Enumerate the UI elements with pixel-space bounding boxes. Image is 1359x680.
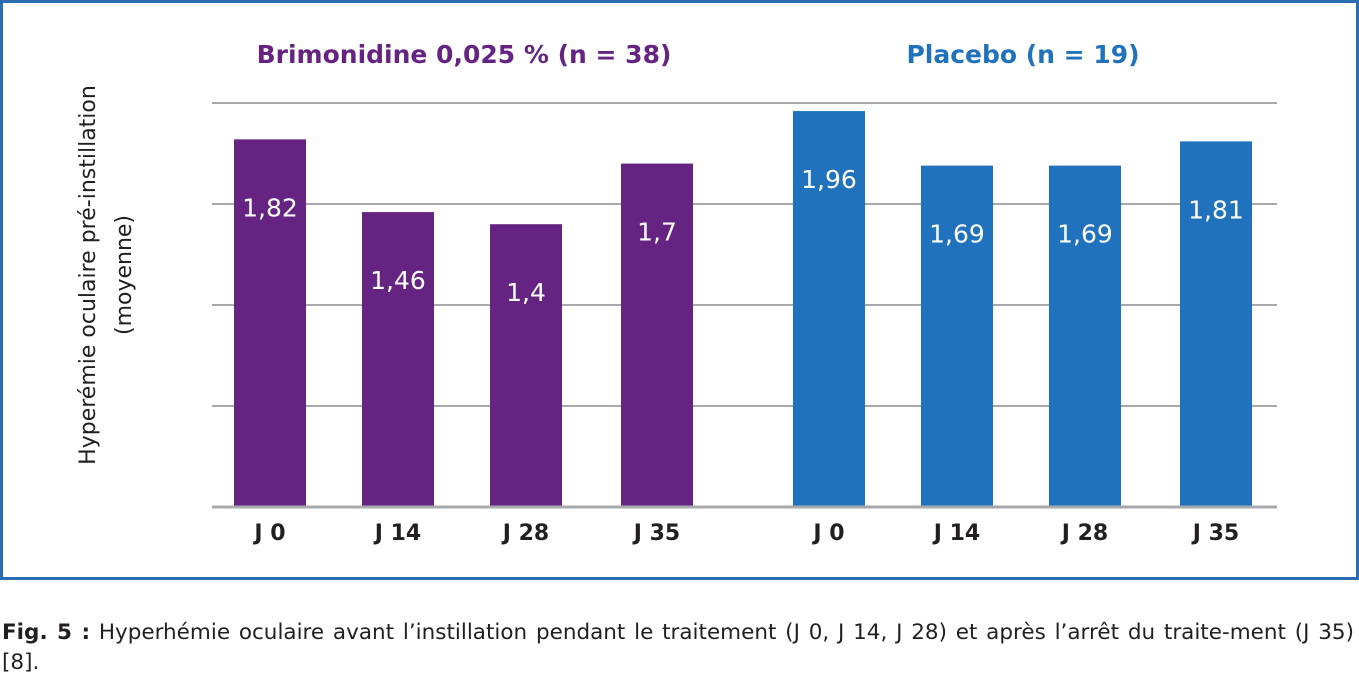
x-tick-label: J 35 [632,521,680,546]
bar-value-label: 1,7 [637,218,677,247]
bar [1180,141,1252,507]
bar-value-label: 1,69 [929,220,985,249]
bar [921,165,993,507]
bar [234,139,306,508]
bar [793,111,865,507]
x-tick-label: J 14 [373,521,421,546]
caption-text: Hyperhémie oculaire avant l’instillation… [2,620,1354,675]
bar [362,212,434,507]
x-tick-label: J 0 [811,521,844,546]
bar [621,163,693,507]
y-axis-label: Hyperémie oculaire pré-instillation [76,85,101,465]
x-tick-label: J 28 [501,521,549,546]
figure-caption: Fig. 5 : Hyperhémie oculaire avant l’ins… [2,618,1354,678]
x-tick-label: J 14 [932,521,980,546]
x-tick-label: J 35 [1191,521,1239,546]
bar-value-label: 1,96 [801,165,857,194]
bar-value-label: 1,81 [1188,195,1244,224]
bar-value-label: 1,69 [1057,220,1113,249]
y-axis-label-line2: (moyenne) [112,215,137,335]
bar-value-label: 1,4 [506,278,546,307]
bar-value-label: 1,82 [242,193,298,222]
x-tick-label: J 28 [1060,521,1108,546]
bar [490,224,562,507]
x-tick-label: J 0 [252,521,285,546]
bar-chart: Hyperémie oculaire pré-instillation (moye… [76,40,1277,546]
bar [1049,165,1121,507]
group-title: Brimonidine 0,025 % (n = 38) [257,40,672,69]
caption-label: Fig. 5 : [2,620,91,645]
bar-value-label: 1,46 [370,266,426,295]
group-title: Placebo (n = 19) [906,40,1139,69]
